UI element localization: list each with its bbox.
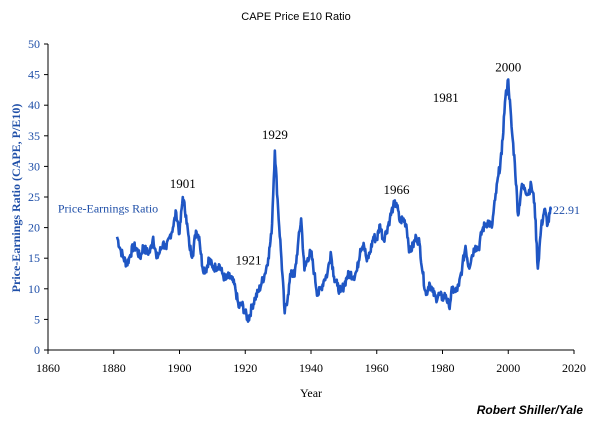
x-ticks: 1860 1880 1900 1920 1940 1960 1980 2000 2020 bbox=[36, 350, 586, 375]
y-tick-label: 45 bbox=[28, 68, 40, 82]
y-tick-label: 50 bbox=[28, 37, 40, 51]
y-tick-label: 0 bbox=[34, 343, 40, 357]
year-annotation: 1929 bbox=[262, 127, 288, 142]
y-tick-label: 30 bbox=[28, 159, 40, 173]
y-ticks: 0 5 10 15 20 25 30 35 40 45 50 bbox=[28, 37, 48, 357]
series-label: Price-Earnings Ratio bbox=[58, 201, 158, 215]
y-tick-label: 15 bbox=[28, 251, 40, 265]
year-annotation: 1966 bbox=[383, 182, 410, 197]
x-tick-label: 1900 bbox=[168, 361, 192, 375]
year-annotation: 2000 bbox=[495, 60, 521, 75]
chart-title: CAPE Price E10 Ratio bbox=[241, 11, 350, 23]
series-line bbox=[115, 78, 553, 323]
x-axis-label: Year bbox=[300, 386, 322, 400]
year-annotation: 1901 bbox=[170, 176, 196, 191]
y-tick-label: 25 bbox=[28, 190, 40, 204]
annotation-layer: 1901 1921 1929 1966 1981 2000 bbox=[170, 60, 521, 268]
series-layer bbox=[115, 78, 553, 323]
x-tick-label: 1920 bbox=[233, 361, 257, 375]
x-tick-label: 2000 bbox=[496, 361, 520, 375]
source-credit: Robert Shiller/Yale bbox=[477, 403, 584, 417]
x-tick-label: 1860 bbox=[36, 361, 60, 375]
year-annotation: 1981 bbox=[433, 90, 459, 105]
x-tick-label: 1980 bbox=[431, 361, 455, 375]
y-tick-label: 20 bbox=[28, 221, 40, 235]
x-tick-label: 1960 bbox=[365, 361, 389, 375]
y-axis-label: Price-Earnings Ratio (CAPE, P/E10) bbox=[9, 104, 23, 293]
x-tick-label: 1880 bbox=[102, 361, 126, 375]
last-value-label: 22.91 bbox=[553, 203, 580, 217]
y-tick-label: 35 bbox=[28, 129, 40, 143]
y-tick-label: 10 bbox=[28, 282, 40, 296]
x-tick-label: 1940 bbox=[299, 361, 323, 375]
y-tick-label: 40 bbox=[28, 98, 40, 112]
x-tick-label: 2020 bbox=[562, 361, 586, 375]
year-annotation: 1921 bbox=[236, 252, 262, 267]
y-tick-label: 5 bbox=[34, 312, 40, 326]
